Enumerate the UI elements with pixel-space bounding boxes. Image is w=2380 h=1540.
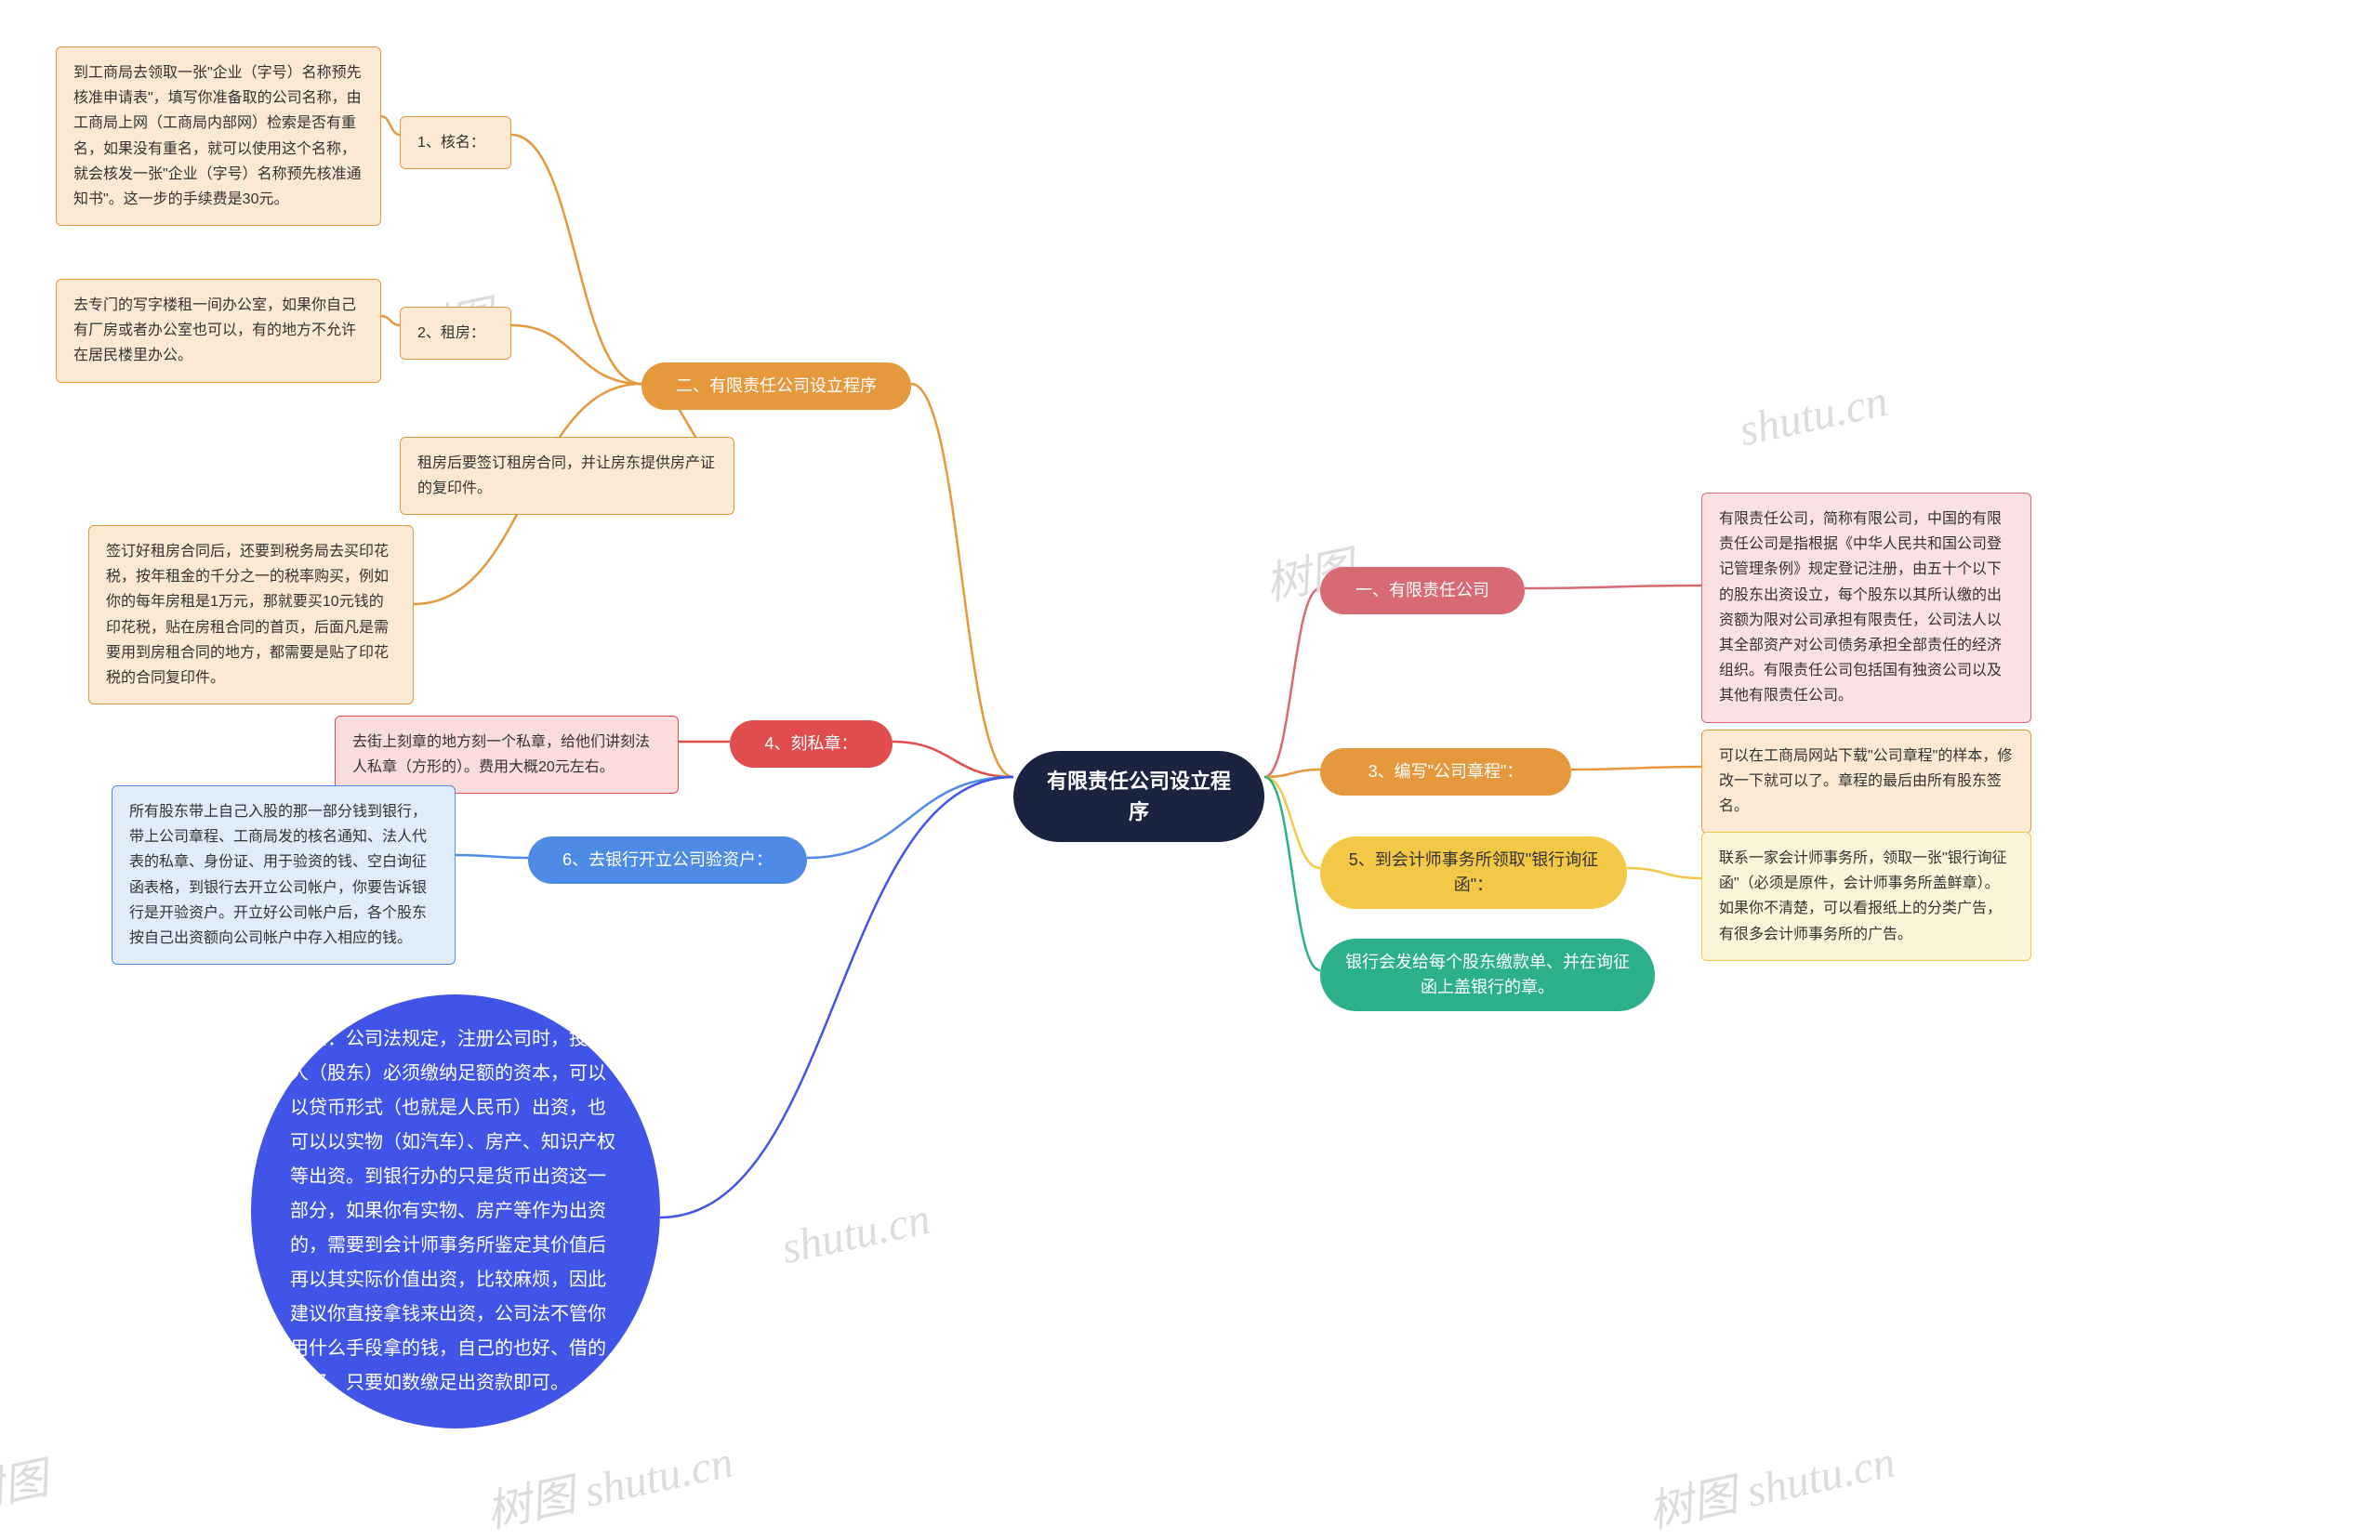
watermark: 树图 shutu.cn <box>1642 1425 1900 1540</box>
branch-node: 5、到会计师事务所领取"银行询征函"： <box>1320 836 1627 909</box>
root-node: 有限责任公司设立程序 <box>1013 751 1264 842</box>
leaf-node: 联系一家会计师事务所，领取一张"银行询征函"（必须是原件，会计师事务所盖鲜章）。… <box>1701 832 2031 961</box>
leaf-node: 1、核名： <box>400 116 511 169</box>
watermark: shutu.cn <box>777 1193 934 1274</box>
branch-node: 4、刻私章： <box>730 720 892 768</box>
leaf-node: 签订好租房合同后，还要到税务局去买印花税，按年租金的千分之一的税率购买，例如你的… <box>88 525 414 704</box>
branch-node: 3、编写"公司章程"： <box>1320 748 1571 796</box>
leaf-node: 可以在工商局网站下载"公司章程"的样本，修改一下就可以了。章程的最后由所有股东签… <box>1701 730 2031 834</box>
leaf-node: 所有股东带上自己入股的那一部分钱到银行，带上公司章程、工商局发的核名通知、法人代… <box>112 785 456 965</box>
branch-node: 6、去银行开立公司验资户： <box>528 836 807 884</box>
leaf-node: 去街上刻章的地方刻一个私章，给他们讲刻法人私章（方形的）。费用大概20元左右。 <box>335 716 679 794</box>
branch-node: 一、有限责任公司 <box>1320 567 1525 614</box>
leaf-node: 租房后要签订租房合同，并让房东提供房产证的复印件。 <box>400 437 734 515</box>
leaf-node: 有限责任公司，简称有限公司，中国的有限责任公司是指根据《中华人民共和国公司登记管… <box>1701 493 2031 723</box>
watermark: shutu.cn <box>1735 375 1892 456</box>
branch-node: 二、有限责任公司设立程序 <box>641 362 911 410</box>
watermark: 树图 <box>0 1441 53 1523</box>
branch-node: 银行会发给每个股东缴款单、并在询征函上盖银行的章。 <box>1320 939 1655 1011</box>
watermark: 树图 shutu.cn <box>480 1425 738 1540</box>
leaf-node: 去专门的写字楼租一间办公室，如果你自己有厂房或者办公室也可以，有的地方不允许在居… <box>56 279 381 383</box>
leaf-node: 2、租房： <box>400 307 511 360</box>
note-bubble: 注意：公司法规定，注册公司时，投资人（股东）必须缴纳足额的资本，可以以贷币形式（… <box>251 994 660 1428</box>
leaf-node: 到工商局去领取一张"企业（字号）名称预先核准申请表"，填写你准备取的公司名称，由… <box>56 46 381 226</box>
